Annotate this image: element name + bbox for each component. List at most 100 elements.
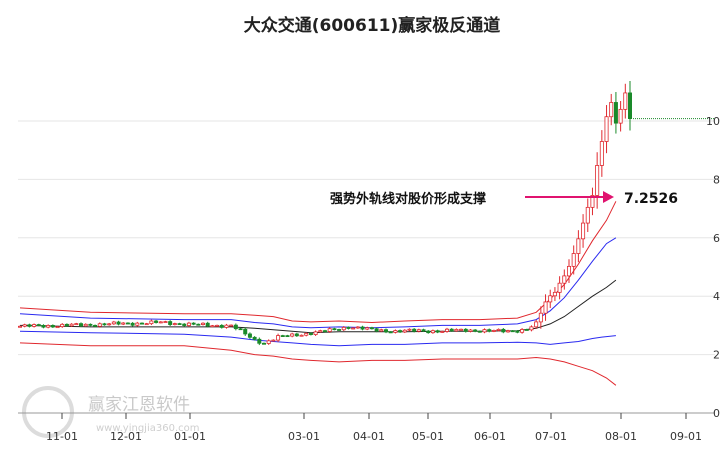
candle-body <box>139 322 144 325</box>
candle-body <box>557 282 562 293</box>
candle-body <box>97 323 102 327</box>
candle-body <box>609 102 614 118</box>
candle-body <box>468 329 473 332</box>
candle-body <box>177 323 182 325</box>
candle-body <box>285 335 290 338</box>
watermark-url: www.yingjia360.com <box>96 423 200 434</box>
candle-body <box>257 338 262 344</box>
candle-body <box>60 323 65 328</box>
candle-body <box>543 301 548 314</box>
candle-body <box>233 324 238 330</box>
candle-body <box>599 141 604 166</box>
band-line-3 <box>19 330 616 347</box>
candle-body <box>93 324 98 327</box>
candle-body <box>520 329 525 333</box>
band-lines <box>19 201 617 386</box>
candle-body <box>276 335 281 341</box>
candle-body <box>595 165 600 196</box>
x-tick-label: 12-01 <box>110 430 142 443</box>
candle-body <box>168 321 173 325</box>
annotation: 强势外轨线对股价形成支撑 7.2526 <box>330 191 678 207</box>
candle-body <box>111 321 116 325</box>
x-tick-label: 11-01 <box>46 430 78 443</box>
candle-body <box>421 329 426 332</box>
candle-body <box>88 323 93 326</box>
candle-body <box>163 321 168 323</box>
candle-body <box>50 325 55 328</box>
candle-body <box>79 323 84 327</box>
candle-body <box>280 335 285 337</box>
candle-body <box>477 330 482 333</box>
candle-body <box>290 333 295 337</box>
candle-body <box>341 326 346 331</box>
candle-body <box>327 328 332 332</box>
candle-body <box>346 326 351 329</box>
candle-body <box>430 330 435 334</box>
candle-body <box>337 329 342 331</box>
watermark-emblem-icon <box>22 386 74 438</box>
candle-body <box>604 116 609 142</box>
candle-body <box>144 323 149 326</box>
x-tick-label: 08-01 <box>605 430 637 443</box>
watermark-text: 赢家江恩软件 <box>88 395 190 415</box>
candle-body <box>318 330 323 333</box>
candle-body <box>332 328 337 331</box>
candle-body <box>83 323 88 327</box>
candle-body <box>440 331 445 333</box>
candle-body <box>505 330 510 333</box>
candle-body <box>482 329 487 333</box>
candle-body <box>205 322 210 327</box>
candle-body <box>407 328 412 331</box>
candle-body <box>304 332 309 336</box>
candle-body <box>74 323 79 326</box>
y-tick-label: 8 <box>713 173 720 186</box>
candle-body <box>229 324 234 327</box>
x-tick-label: 09-01 <box>670 430 702 443</box>
candle-body <box>501 328 506 333</box>
candle-body <box>426 330 431 334</box>
candle-body <box>36 324 41 326</box>
candle-body <box>529 326 534 331</box>
candle-body <box>17 325 22 328</box>
candle-body <box>567 265 572 277</box>
candle-body <box>613 102 618 124</box>
candle-body <box>154 320 159 323</box>
candle-body <box>463 328 468 332</box>
candle-body <box>271 339 276 342</box>
candle-body <box>444 328 449 332</box>
candle-body <box>351 327 356 330</box>
annotation-value: 7.2526 <box>624 191 678 207</box>
grid <box>18 120 715 414</box>
candle-body <box>402 329 407 333</box>
candle-body <box>121 322 126 325</box>
candle-body <box>219 324 224 328</box>
band-line-1 <box>19 237 617 329</box>
y-ticks: 0 2 4 6 8 10 <box>706 115 720 420</box>
candles <box>17 81 715 346</box>
candle-body <box>581 222 586 240</box>
chart-title: 大众交通(600611)赢家极反通道 <box>244 15 501 36</box>
candle-body <box>365 327 370 330</box>
candle-body <box>412 328 417 332</box>
candle-body <box>585 206 590 224</box>
candle-body <box>191 322 196 325</box>
candle-body <box>552 291 557 297</box>
candle-body <box>182 323 187 326</box>
x-tick-label: 06-01 <box>474 430 506 443</box>
candle-body <box>130 322 135 326</box>
candle-body <box>548 295 553 303</box>
candle-body <box>454 328 459 332</box>
candle-body <box>261 342 266 345</box>
x-tick-label: 07-01 <box>535 430 567 443</box>
x-tick-label: 01-01 <box>174 430 206 443</box>
candle-body <box>576 238 581 254</box>
y-tick-label: 10 <box>706 115 720 128</box>
y-tick-label: 2 <box>713 349 720 362</box>
candle-body <box>383 329 388 333</box>
candle-body <box>416 329 421 332</box>
candle-body <box>308 332 313 335</box>
candle-body <box>294 333 299 337</box>
candle-body <box>238 328 243 331</box>
candle-body <box>374 328 379 332</box>
